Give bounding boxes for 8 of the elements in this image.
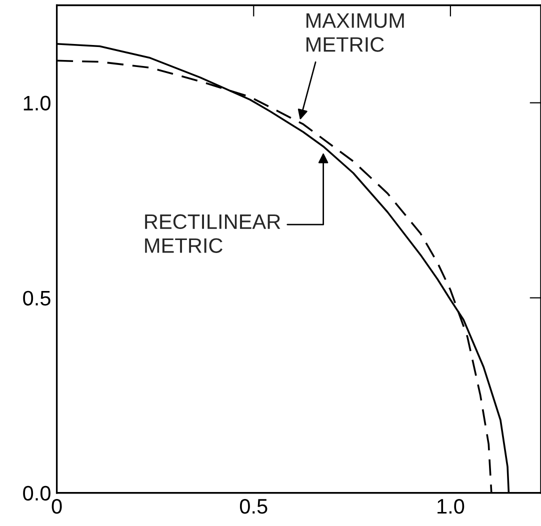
y-tick-label: 0.5 — [23, 290, 50, 306]
y-tick-label: 0.0 — [23, 486, 50, 501]
x-tick-label: 1.0 — [438, 498, 464, 514]
annotation: MAXIMUM METRIC — [306, 13, 404, 52]
annotation: RECTILINEAR METRIC — [145, 214, 280, 253]
x-tick-label: 0 — [52, 498, 62, 514]
x-tick-label: 0.5 — [240, 498, 268, 514]
y-tick-label: 1.0 — [24, 96, 50, 111]
